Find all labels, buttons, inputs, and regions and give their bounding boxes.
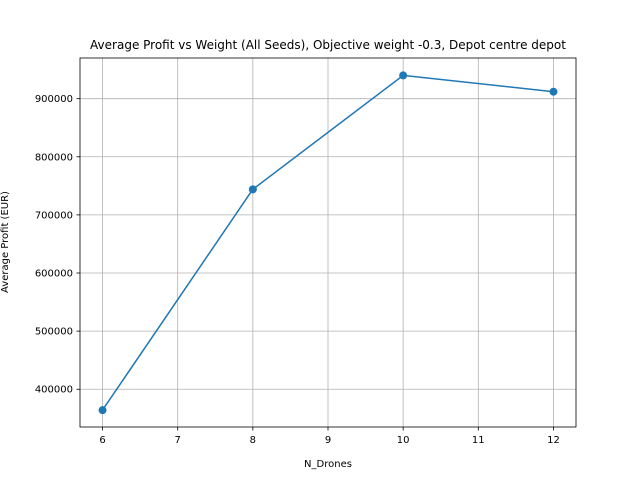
y-tick-label: 900000	[35, 94, 73, 105]
x-tick-label: 8	[250, 435, 256, 446]
x-tick-label: 6	[99, 435, 105, 446]
y-tick-label: 400000	[35, 385, 73, 396]
data-point	[399, 71, 408, 80]
x-tick-label: 7	[175, 435, 181, 446]
ticks: 6 7 8 9 10 11 12 400000 500000 600000 700000 800000…	[35, 94, 560, 446]
y-tick-label: 500000	[35, 327, 73, 338]
series-line	[101, 74, 554, 411]
y-tick-label: 700000	[35, 210, 73, 221]
x-tick-label: 9	[325, 435, 331, 446]
x-tick-label: 10	[397, 435, 410, 446]
data-point	[98, 406, 107, 415]
grid	[80, 58, 576, 427]
series-layer	[98, 71, 558, 415]
data-point	[248, 185, 257, 194]
data-point	[549, 87, 558, 96]
y-tick-label: 600000	[35, 269, 73, 280]
y-axis-title: Average Profit (EUR)	[0, 191, 11, 293]
y-tick-label: 800000	[35, 152, 73, 163]
chart-title: Average Profit vs Weight (All Seeds), Ob…	[90, 38, 566, 52]
x-tick-label: 11	[472, 435, 485, 446]
x-tick-label: 12	[547, 435, 560, 446]
x-axis-title: N_Drones	[304, 459, 352, 470]
